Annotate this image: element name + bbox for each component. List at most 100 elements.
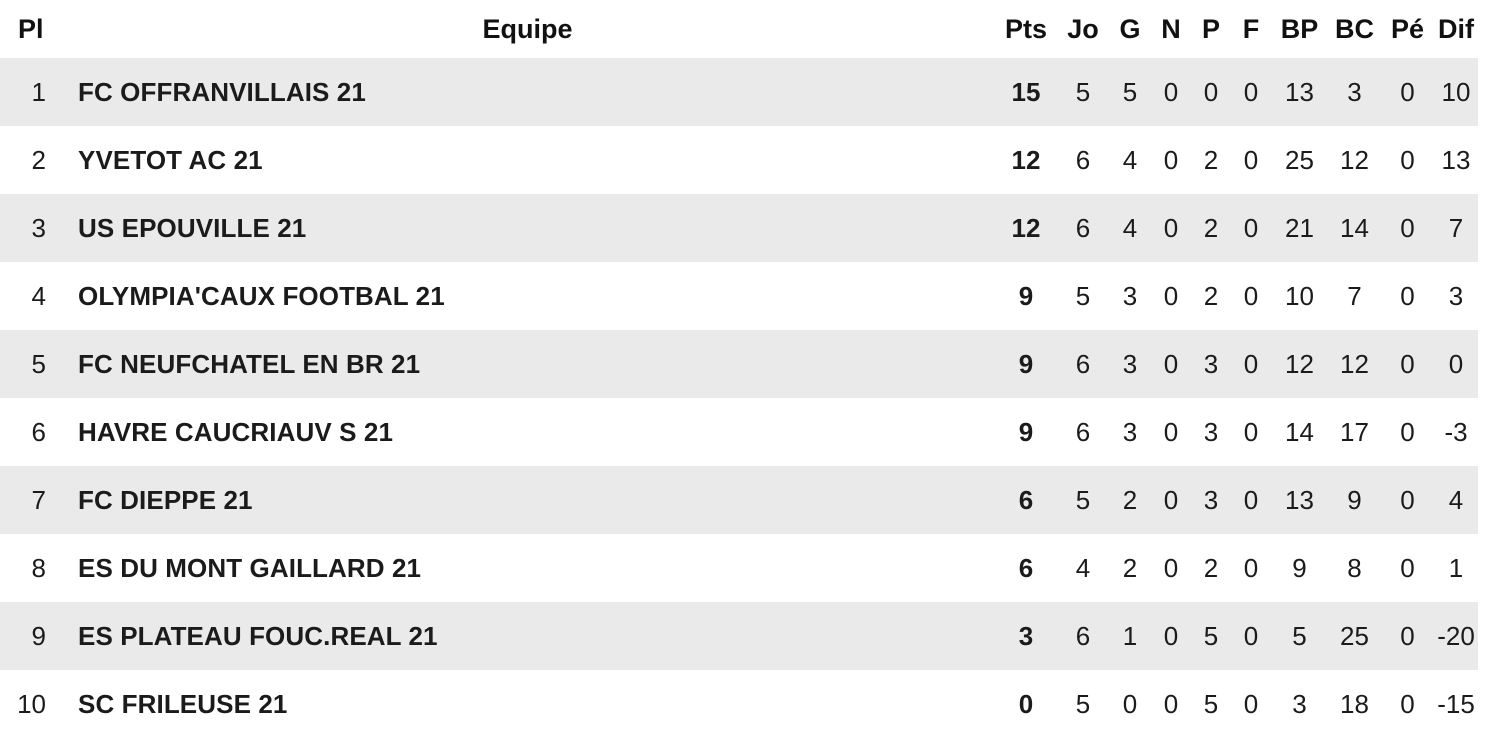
cell-penalties: 0 <box>1400 484 1415 515</box>
cell-goals-against: 3 <box>1347 76 1362 107</box>
cell-goals-against: 14 <box>1340 212 1369 243</box>
cell-played: 6 <box>1075 620 1091 651</box>
table-row[interactable]: 1 FC OFFRANVILLAIS 21 15 5 5 0 0 0 13 3 0 10 <box>0 58 1478 126</box>
cell-goals-against: 9 <box>1347 484 1362 515</box>
cell-losses: 5 <box>1203 688 1219 719</box>
cell-played: 6 <box>1075 144 1091 175</box>
cell-team-name[interactable]: SC FRILEUSE 21 <box>78 688 288 719</box>
cell-draws: 0 <box>1163 280 1179 311</box>
cell-goal-difference: -20 <box>1437 620 1475 651</box>
column-header-goal-difference[interactable]: Dif <box>1434 0 1478 58</box>
column-header-forfeits[interactable]: F <box>1231 0 1271 58</box>
cell-penalties: 0 <box>1400 552 1415 583</box>
cell-penalties: 0 <box>1400 620 1415 651</box>
cell-team-name[interactable]: FC OFFRANVILLAIS 21 <box>78 76 366 107</box>
table-row[interactable]: 10 SC FRILEUSE 21 0 5 0 0 5 0 3 18 0 -15 <box>0 670 1478 738</box>
cell-team-name[interactable]: US EPOUVILLE 21 <box>78 212 307 243</box>
table-row[interactable]: 5 FC NEUFCHATEL EN BR 21 9 6 3 0 3 0 12 12 0 0 <box>0 330 1478 398</box>
column-header-goals-against[interactable]: BC <box>1328 0 1381 58</box>
cell-team-name[interactable]: FC DIEPPE 21 <box>78 484 253 515</box>
cell-forfeits: 0 <box>1243 280 1259 311</box>
cell-draws: 0 <box>1163 552 1179 583</box>
cell-rank: 4 <box>31 280 46 311</box>
standings-table: Pl Equipe Pts Jo G N P F BP BC Pé Dif 1 F… <box>0 0 1478 738</box>
table-row[interactable]: 4 OLYMPIA'CAUX FOOTBAL 21 9 5 3 0 2 0 10 7 0 3 <box>0 262 1478 330</box>
cell-rank: 3 <box>31 212 46 243</box>
cell-losses: 0 <box>1203 76 1219 107</box>
cell-team-name[interactable]: HAVRE CAUCRIAUV S 21 <box>78 416 394 447</box>
cell-goal-difference: -15 <box>1437 688 1475 719</box>
cell-forfeits: 0 <box>1243 484 1259 515</box>
cell-goal-difference: -3 <box>1444 416 1468 447</box>
cell-goals-for: 13 <box>1285 76 1314 107</box>
cell-draws: 0 <box>1163 348 1179 379</box>
cell-team-name[interactable]: YVETOT AC 21 <box>78 144 263 175</box>
table-row[interactable]: 6 HAVRE CAUCRIAUV S 21 9 6 3 0 3 0 14 17 0 -3 <box>0 398 1478 466</box>
cell-rank: 7 <box>31 484 46 515</box>
cell-goals-for: 3 <box>1292 688 1307 719</box>
column-header-draws[interactable]: N <box>1151 0 1191 58</box>
cell-wins: 2 <box>1122 552 1138 583</box>
cell-draws: 0 <box>1163 76 1179 107</box>
cell-goal-difference: 13 <box>1441 144 1471 175</box>
column-header-team[interactable]: Equipe <box>60 0 995 58</box>
cell-played: 5 <box>1075 688 1091 719</box>
cell-team-name[interactable]: ES PLATEAU FOUC.REAL 21 <box>78 620 438 651</box>
cell-points: 3 <box>1018 620 1034 651</box>
cell-rank: 10 <box>17 688 46 719</box>
cell-draws: 0 <box>1163 144 1179 175</box>
cell-team-name[interactable]: FC NEUFCHATEL EN BR 21 <box>78 348 421 379</box>
cell-team-name[interactable]: ES DU MONT GAILLARD 21 <box>78 552 422 583</box>
cell-goals-for: 13 <box>1285 484 1314 515</box>
table-row[interactable]: 3 US EPOUVILLE 21 12 6 4 0 2 0 21 14 0 7 <box>0 194 1478 262</box>
cell-played: 6 <box>1075 348 1091 379</box>
cell-played: 6 <box>1075 416 1091 447</box>
column-header-played[interactable]: Jo <box>1057 0 1109 58</box>
cell-losses: 5 <box>1203 620 1219 651</box>
cell-forfeits: 0 <box>1243 688 1259 719</box>
cell-losses: 3 <box>1203 484 1219 515</box>
cell-draws: 0 <box>1163 688 1179 719</box>
column-header-rank[interactable]: Pl <box>0 0 60 58</box>
cell-draws: 0 <box>1163 416 1179 447</box>
cell-penalties: 0 <box>1400 144 1415 175</box>
cell-goals-against: 12 <box>1340 144 1369 175</box>
cell-wins: 3 <box>1122 348 1138 379</box>
cell-forfeits: 0 <box>1243 76 1259 107</box>
cell-played: 6 <box>1075 212 1091 243</box>
column-header-penalties[interactable]: Pé <box>1381 0 1434 58</box>
header-row: Pl Equipe Pts Jo G N P F BP BC Pé Dif <box>0 0 1478 58</box>
cell-goal-difference: 4 <box>1448 484 1464 515</box>
cell-losses: 3 <box>1203 348 1219 379</box>
table-row[interactable]: 7 FC DIEPPE 21 6 5 2 0 3 0 13 9 0 4 <box>0 466 1478 534</box>
table-row[interactable]: 8 ES DU MONT GAILLARD 21 6 4 2 0 2 0 9 8 0 1 <box>0 534 1478 602</box>
table-row[interactable]: 2 YVETOT AC 21 12 6 4 0 2 0 25 12 0 13 <box>0 126 1478 194</box>
column-header-losses[interactable]: P <box>1191 0 1231 58</box>
cell-points: 15 <box>1011 76 1041 107</box>
column-header-wins[interactable]: G <box>1109 0 1151 58</box>
cell-penalties: 0 <box>1400 212 1415 243</box>
cell-goals-against: 8 <box>1347 552 1362 583</box>
column-header-points[interactable]: Pts <box>995 0 1057 58</box>
table-header: Pl Equipe Pts Jo G N P F BP BC Pé Dif <box>0 0 1478 58</box>
cell-played: 5 <box>1075 484 1091 515</box>
column-header-goals-for[interactable]: BP <box>1271 0 1328 58</box>
cell-wins: 3 <box>1122 280 1138 311</box>
cell-wins: 2 <box>1122 484 1138 515</box>
cell-goals-for: 5 <box>1292 620 1307 651</box>
cell-goals-against: 12 <box>1340 348 1369 379</box>
cell-points: 12 <box>1011 144 1041 175</box>
cell-team-name[interactable]: OLYMPIA'CAUX FOOTBAL 21 <box>78 280 445 311</box>
cell-rank: 5 <box>31 348 46 379</box>
cell-forfeits: 0 <box>1243 552 1259 583</box>
table-row[interactable]: 9 ES PLATEAU FOUC.REAL 21 3 6 1 0 5 0 5 25 0 -20 <box>0 602 1478 670</box>
cell-rank: 9 <box>31 620 46 651</box>
cell-penalties: 0 <box>1400 688 1415 719</box>
cell-goals-for: 21 <box>1285 212 1314 243</box>
cell-penalties: 0 <box>1400 280 1415 311</box>
cell-rank: 2 <box>31 144 46 175</box>
table-body: 1 FC OFFRANVILLAIS 21 15 5 5 0 0 0 13 3 0 10 2 YVETOT… <box>0 58 1478 738</box>
cell-losses: 2 <box>1203 144 1219 175</box>
cell-goal-difference: 0 <box>1448 348 1464 379</box>
